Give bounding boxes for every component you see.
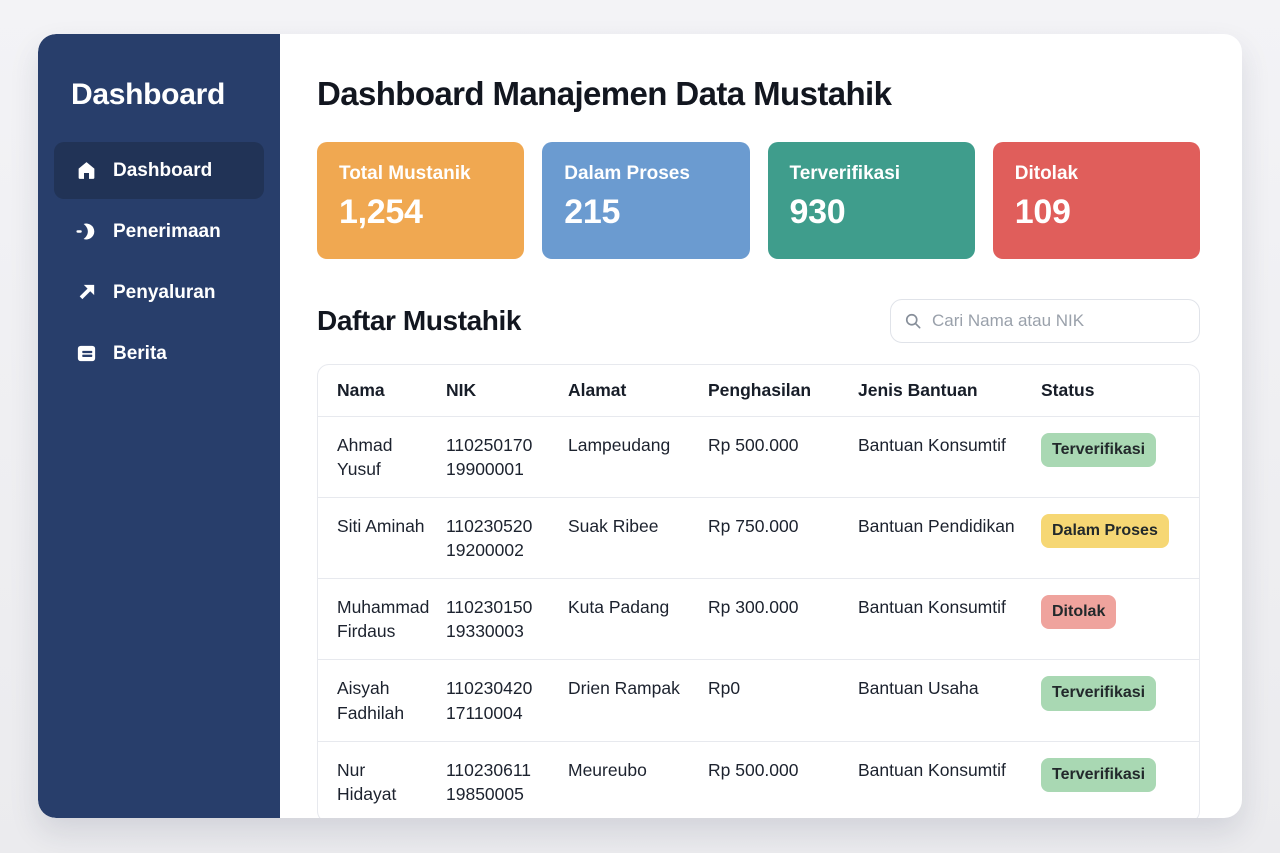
cell-penghasilan: Rp 500.000 bbox=[708, 415, 858, 498]
cell-nama: Ahmad Yusuf bbox=[318, 415, 446, 498]
sidebar-item-berita[interactable]: Berita bbox=[54, 325, 264, 382]
stat-card-label: Dalam Proses bbox=[564, 162, 690, 184]
table-row: Ahmad Yusuf 110250170 19900001 Lampeudan… bbox=[318, 415, 1199, 498]
stat-card-value: 930 bbox=[789, 192, 846, 231]
stat-card-value: 1,254 bbox=[339, 192, 423, 231]
cell-jenis-bantuan: Bantuan Konsumtif bbox=[858, 415, 1041, 498]
sidebar-item-label: Penerimaan bbox=[113, 220, 221, 242]
stat-cards: Total Mustanik 1,254 Dalam Proses 215 Te… bbox=[317, 141, 1200, 259]
table-row: Muhammad Firdaus 110230150 19330003 Kuta… bbox=[318, 578, 1199, 660]
receive-icon bbox=[75, 220, 98, 243]
sidebar-title: Dashboard bbox=[71, 78, 225, 111]
sidebar-item-label: Dashboard bbox=[113, 159, 213, 181]
table-row: Nur Hidayat 110230611 19850005 Meureubo … bbox=[318, 740, 1199, 818]
stat-card-label: Total Mustanik bbox=[339, 162, 471, 184]
search-box bbox=[890, 298, 1200, 343]
status-badge: Terverifikasi bbox=[1041, 757, 1157, 792]
stat-card-label: Ditolak bbox=[1014, 162, 1079, 184]
cell-nama: Nur Hidayat bbox=[318, 740, 446, 818]
cell-jenis-bantuan: Bantuan Konsumtif bbox=[858, 578, 1041, 660]
sidebar-item-penerimaan[interactable]: Penerimaan bbox=[54, 203, 264, 260]
table-row: Aisyah Fadhilah 110230420 17110004 Drien… bbox=[318, 659, 1199, 742]
cell-nama: Siti Aminah bbox=[318, 496, 446, 579]
cell-penghasilan: Rp 500.000 bbox=[708, 740, 858, 818]
stat-card-total-mustahik: Total Mustanik 1,254 bbox=[317, 141, 525, 259]
column-header-alamat: Alamat bbox=[568, 379, 627, 400]
cell-penghasilan: Rp 750.000 bbox=[708, 496, 858, 579]
cell-jenis-bantuan: Bantuan Konsumtif bbox=[858, 740, 1041, 818]
cell-nik: 110250170 19900001 bbox=[446, 415, 568, 498]
app-window: Dashboard Dashboard Penerimaan Penyalura… bbox=[38, 34, 1242, 818]
table-row: Siti Aminah 110230520 19200002 Suak Ribe… bbox=[318, 496, 1199, 579]
status-badge: Dalam Proses bbox=[1041, 513, 1169, 548]
stat-card-label: Terverifikasi bbox=[789, 162, 901, 184]
section-title: Daftar Mustahik bbox=[317, 304, 522, 336]
stat-card-value: 109 bbox=[1014, 192, 1071, 231]
cell-alamat: Drien Rampak bbox=[568, 659, 708, 742]
stat-card-terverifikasi: Terverifikasi 930 bbox=[767, 141, 975, 259]
sidebar: Dashboard Dashboard Penerimaan Penyalura… bbox=[38, 34, 280, 818]
column-header-status: Status bbox=[1041, 379, 1095, 400]
cell-nik: 110230420 17110004 bbox=[446, 659, 568, 742]
home-icon bbox=[75, 159, 98, 182]
mustahik-table: Nama NIK Alamat Penghasilan Jenis Bantua… bbox=[317, 363, 1200, 818]
send-icon bbox=[75, 281, 98, 304]
cell-nik: 110230520 19200002 bbox=[446, 496, 568, 579]
page-title: Dashboard Manajemen Data Mustahik bbox=[317, 75, 892, 112]
status-badge: Ditolak bbox=[1041, 595, 1117, 630]
cell-nik: 110230150 19330003 bbox=[446, 578, 568, 660]
cell-nama: Muhammad Firdaus bbox=[318, 578, 446, 660]
status-badge: Terverifikasi bbox=[1041, 676, 1157, 711]
cell-penghasilan: Rp 300.000 bbox=[708, 578, 858, 660]
cell-nama: Aisyah Fadhilah bbox=[318, 659, 446, 742]
stat-card-dalam-proses: Dalam Proses 215 bbox=[542, 141, 750, 259]
cell-alamat: Suak Ribee bbox=[568, 496, 708, 579]
cell-alamat: Meureubo bbox=[568, 740, 708, 818]
column-header-jenis-bantuan: Jenis Bantuan bbox=[858, 379, 978, 400]
cell-jenis-bantuan: Bantuan Pendidikan bbox=[858, 496, 1041, 579]
cell-nik: 110230611 19850005 bbox=[446, 740, 568, 818]
cell-penghasilan: Rp0 bbox=[708, 659, 858, 742]
search-input[interactable] bbox=[890, 298, 1200, 343]
status-badge: Terverifikasi bbox=[1041, 432, 1157, 467]
sidebar-item-label: Penyaluran bbox=[113, 281, 216, 303]
column-header-penghasilan: Penghasilan bbox=[708, 379, 812, 400]
table-header-row: Nama NIK Alamat Penghasilan Jenis Bantua… bbox=[318, 365, 1199, 416]
sidebar-item-label: Berita bbox=[113, 342, 167, 364]
stat-card-value: 215 bbox=[564, 192, 621, 231]
sidebar-nav: Dashboard Penerimaan Penyaluran Berita bbox=[54, 142, 264, 382]
main-content: Dashboard Manajemen Data Mustahik Total … bbox=[280, 34, 1242, 818]
column-header-nama: Nama bbox=[337, 379, 385, 400]
cell-alamat: Kuta Padang bbox=[568, 578, 708, 660]
sidebar-item-dashboard[interactable]: Dashboard bbox=[54, 142, 264, 199]
cell-alamat: Lampeudang bbox=[568, 415, 708, 498]
search-icon bbox=[903, 311, 923, 331]
sidebar-item-penyaluran[interactable]: Penyaluran bbox=[54, 264, 264, 321]
stat-card-ditolak: Ditolak 109 bbox=[992, 141, 1200, 259]
column-header-nik: NIK bbox=[446, 379, 477, 400]
cell-jenis-bantuan: Bantuan Usaha bbox=[858, 659, 1041, 742]
list-header: Daftar Mustahik bbox=[317, 298, 1200, 343]
news-icon bbox=[75, 342, 98, 365]
